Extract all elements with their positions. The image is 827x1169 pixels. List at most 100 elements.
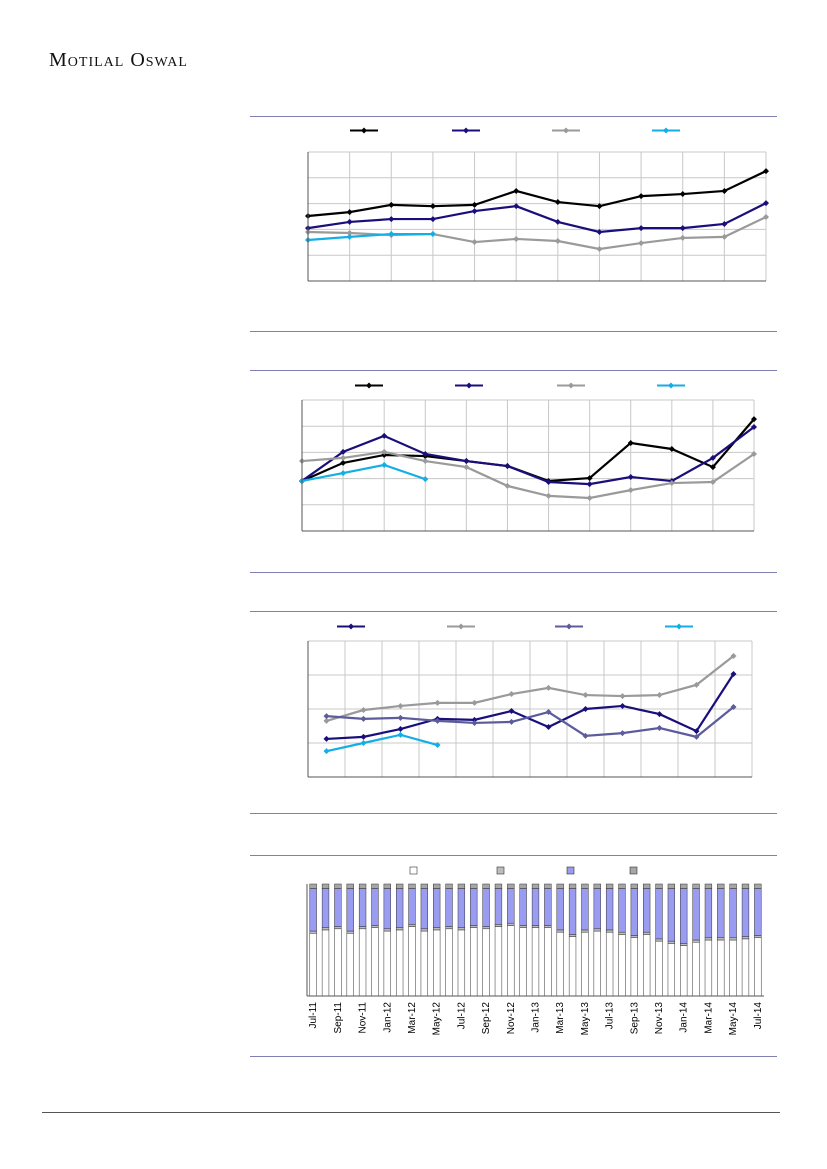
bar-segment [334, 928, 342, 997]
bar-segment [630, 937, 638, 997]
bar-segment [605, 888, 614, 931]
point [668, 445, 675, 452]
bar-segment [433, 929, 441, 997]
bar-segment [346, 930, 354, 934]
bar-segment [618, 888, 626, 933]
point [434, 742, 441, 749]
bar-segment [519, 927, 527, 997]
point [582, 706, 589, 712]
point [429, 231, 436, 238]
bar-segment [507, 925, 515, 997]
bar-segment [408, 926, 416, 997]
point [381, 432, 388, 439]
bar-segment [593, 883, 601, 889]
bar-segment [445, 883, 453, 889]
line [307, 216, 767, 251]
bar-segment [754, 935, 762, 939]
bar-segment [371, 925, 379, 928]
bar-segment [741, 938, 750, 997]
bar-segment [358, 926, 367, 930]
bar-segment [470, 888, 478, 926]
point [638, 240, 645, 247]
point [463, 458, 470, 465]
point [340, 470, 347, 477]
bar-segment [556, 931, 564, 997]
bar-segment [507, 888, 515, 924]
bar-segment [704, 937, 713, 941]
bar-segment [717, 888, 725, 939]
point [656, 725, 663, 732]
bar-segment [741, 883, 750, 889]
point [360, 733, 367, 740]
bar-segment [470, 927, 478, 997]
x-tick-label: May-13 [580, 1002, 591, 1036]
bar-segment [568, 936, 577, 997]
bar-segment [482, 928, 490, 997]
bar-segment [605, 929, 614, 933]
bar-segment [531, 888, 540, 926]
legend-marker [568, 382, 574, 389]
point [422, 476, 429, 483]
bar-segment [358, 883, 367, 889]
bar-segment [680, 888, 688, 944]
point [397, 702, 404, 709]
bar-segment [643, 883, 651, 889]
point [763, 200, 769, 207]
point [545, 724, 552, 731]
point [381, 461, 388, 468]
bar-segment [494, 888, 503, 925]
point [545, 709, 552, 716]
point [545, 492, 552, 499]
bar-segment [383, 883, 391, 889]
point [656, 692, 663, 699]
point [693, 733, 700, 740]
x-tick-label: May-12 [432, 1002, 443, 1036]
point [513, 187, 520, 194]
bar-segment [680, 943, 688, 946]
point [730, 703, 737, 710]
point [513, 203, 520, 210]
bar-segment [433, 888, 441, 928]
bar-segment [729, 937, 737, 941]
point [554, 199, 561, 206]
legend-marker [663, 127, 669, 134]
line [301, 450, 755, 500]
point [554, 218, 561, 225]
bar-segment [643, 931, 651, 935]
point [471, 201, 478, 208]
point [586, 494, 593, 501]
bar-segment [321, 929, 330, 997]
legend-marker [466, 382, 472, 389]
line [326, 655, 735, 722]
bar-segment [618, 934, 626, 997]
bar-segment [568, 934, 577, 937]
point [471, 699, 478, 706]
x-tick-label: Jul-14 [753, 1002, 764, 1030]
point [397, 731, 404, 738]
bar-segment [581, 931, 589, 997]
bar-segment [630, 883, 638, 889]
point [679, 234, 686, 241]
bar-segment [667, 943, 676, 997]
bar-segment [383, 888, 391, 930]
bar-segment [655, 940, 663, 997]
point [619, 702, 626, 709]
bar-segment [309, 888, 317, 932]
x-tick-label: Jan-13 [531, 1002, 542, 1033]
bar-segment [556, 888, 564, 931]
point [360, 740, 367, 746]
bar-segment [667, 888, 676, 942]
point [397, 726, 404, 733]
point [471, 239, 478, 246]
bar-segment [630, 935, 638, 939]
point [721, 187, 728, 194]
x-tick-label: Nov-12 [506, 1002, 517, 1035]
point [721, 233, 728, 240]
bar-segment [544, 883, 552, 889]
legend-marker [366, 382, 372, 389]
x-tick-label: Mar-13 [555, 1002, 566, 1034]
bar-segment [494, 883, 503, 889]
point [346, 209, 353, 216]
point [508, 718, 515, 725]
